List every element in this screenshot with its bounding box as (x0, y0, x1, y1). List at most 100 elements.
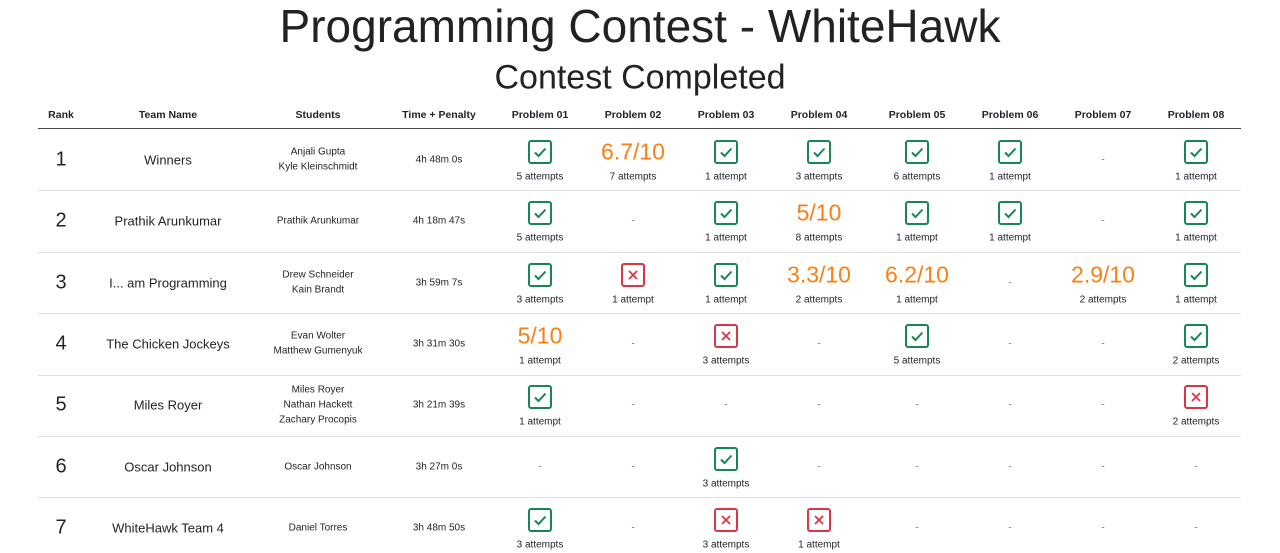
solved-icon (528, 201, 552, 226)
column-header: Problem 04 (790, 109, 848, 121)
attempts: 1 attempt (705, 171, 747, 183)
team-name: Winners (144, 152, 192, 168)
attempts: 3 attempts (795, 171, 843, 183)
partial-score: 2.9/10 (1071, 261, 1135, 287)
empty-cell: - (1101, 338, 1105, 350)
empty-cell: - (631, 338, 635, 350)
attempts: 3 attempts (516, 539, 564, 551)
row-rule (38, 436, 1241, 437)
solved-icon (528, 508, 552, 533)
empty-cell: - (1008, 522, 1012, 534)
empty-cell: - (1101, 522, 1105, 534)
attempts: 1 attempt (519, 416, 561, 428)
attempts: 1 attempt (1175, 294, 1217, 305)
team-name: Miles Royer (133, 397, 203, 413)
empty-cell: - (631, 522, 635, 534)
empty-cell: - (1008, 338, 1012, 350)
team-name: WhiteHawk Team 4 (112, 520, 224, 536)
time-penalty: 4h 18m 47s (412, 215, 466, 227)
empty-cell: - (538, 461, 542, 473)
page-subtitle: Contest Completed (494, 58, 786, 97)
empty-cell: - (1194, 522, 1198, 534)
attempts: 1 attempt (519, 355, 561, 367)
student-name: Zachary Procopis (279, 414, 357, 426)
empty-cell: - (1008, 277, 1012, 288)
attempts: 1 attempt (705, 232, 747, 244)
attempts: 2 attempts (1172, 416, 1220, 428)
rank: 5 (55, 393, 67, 416)
column-header: Time + Penalty (402, 109, 476, 121)
student-name: Kyle Kleinschmidt (278, 161, 358, 173)
student-name: Kain Brandt (291, 284, 345, 296)
empty-cell: - (817, 399, 821, 411)
attempts: 3 attempts (702, 539, 750, 551)
column-header: Problem 08 (1167, 109, 1225, 121)
row-rule (38, 251, 1241, 253)
attempts: 1 attempt (896, 232, 938, 244)
attempts: 1 attempt (612, 294, 654, 305)
solved-icon (807, 139, 831, 164)
failed-icon (1184, 385, 1208, 410)
empty-cell: - (1008, 399, 1012, 411)
rank: 2 (55, 209, 67, 232)
solved-icon (528, 139, 552, 164)
solved-icon (1184, 323, 1208, 348)
empty-cell: - (915, 522, 919, 534)
attempts: 1 attempt (896, 294, 938, 305)
time-penalty: 4h 48m 0s (415, 154, 463, 166)
page-title: Programming Contest - WhiteHawk (279, 0, 1001, 52)
student-name: Anjali Gupta (290, 146, 346, 158)
time-penalty: 3h 31m 30s (412, 338, 466, 350)
empty-cell: - (1101, 461, 1105, 473)
student-name: Daniel Torres (288, 522, 348, 534)
column-header: Students (295, 109, 341, 121)
row-rule (38, 313, 1241, 315)
partial-score: 6.7/10 (601, 138, 665, 165)
solved-icon (528, 262, 552, 287)
row-rule (38, 190, 1241, 192)
team-name: Oscar Johnson (124, 459, 212, 475)
solved-icon (905, 201, 929, 226)
time-penalty: 3h 21m 39s (412, 399, 466, 411)
row-rule (38, 374, 1241, 376)
solved-icon (1184, 201, 1208, 226)
failed-icon (714, 323, 738, 348)
failed-icon (714, 508, 738, 533)
rank: 6 (55, 455, 67, 478)
solved-icon (714, 446, 738, 471)
header-rule (38, 128, 1241, 129)
rank: 4 (55, 332, 67, 355)
student-name: Drew Schneider (282, 269, 354, 281)
attempts: 1 attempt (1175, 171, 1217, 183)
time-penalty: 3h 59m 7s (415, 277, 463, 288)
team-name: Prathik Arunkumar (114, 213, 222, 229)
empty-cell: - (1101, 154, 1105, 166)
student-name: Oscar Johnson (284, 461, 352, 473)
failed-icon (621, 262, 645, 287)
student-name: Prathik Arunkumar (276, 215, 360, 227)
rank: 1 (55, 148, 67, 171)
attempts: 8 attempts (795, 232, 843, 244)
solved-icon (905, 139, 929, 164)
attempts: 3 attempts (702, 478, 750, 490)
row-rule (38, 497, 1241, 499)
attempts: 1 attempt (798, 539, 840, 551)
attempts: 6 attempts (893, 171, 941, 183)
student-name: Miles Royer (291, 384, 345, 396)
partial-score: 5/10 (517, 322, 563, 349)
solved-icon (1184, 139, 1208, 164)
attempts: 2 attempts (1172, 355, 1220, 367)
column-header: Problem 07 (1074, 109, 1132, 121)
solved-icon (714, 262, 738, 287)
solved-icon (998, 201, 1022, 226)
team-name: I... am Programming (109, 275, 227, 290)
student-name: Nathan Hackett (283, 399, 353, 411)
student-name: Evan Wolter (290, 330, 346, 342)
empty-cell: - (817, 338, 821, 350)
column-header: Problem 06 (981, 109, 1039, 121)
empty-cell: - (631, 461, 635, 473)
partial-score: 3.3/10 (787, 261, 851, 287)
rank: 7 (55, 516, 67, 539)
attempts: 1 attempt (705, 294, 747, 305)
attempts: 2 attempts (795, 294, 843, 305)
